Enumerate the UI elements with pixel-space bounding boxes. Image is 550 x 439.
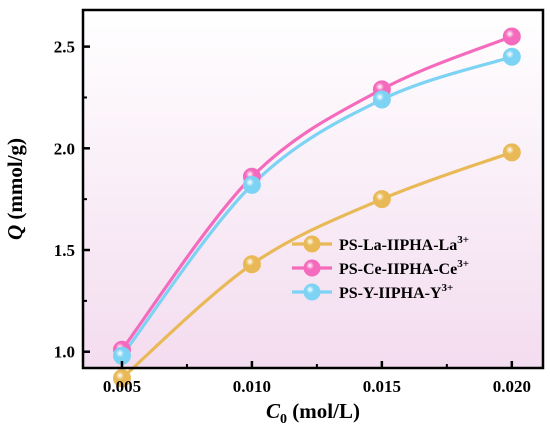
data-point [112, 369, 131, 388]
legend-label-name: PS-La-IIPHA-La [339, 237, 457, 254]
x-tick-label: 0.005 [103, 377, 141, 396]
series-lines [120, 34, 513, 380]
plot-frame [81, 8, 545, 370]
legend-marker [303, 283, 321, 301]
series-markers [112, 27, 521, 388]
legend-item: PS-La-IIPHA-La3+ [292, 234, 469, 254]
legend: PS-La-IIPHA-La3+PS-Ce-IIPHA-Ce3+PS-Y-IIP… [292, 234, 469, 302]
series-layer [112, 27, 521, 388]
y-axis-label: Q (mmol/g) [3, 138, 27, 240]
series-line [120, 34, 513, 351]
data-point [502, 27, 521, 46]
y-axis-label-symbol: Q [3, 225, 27, 240]
legend-label-name: PS-Ce-IIPHA-Ce [339, 261, 457, 278]
legend-label: PS-Ce-IIPHA-Ce3+ [339, 258, 469, 278]
data-point [372, 90, 391, 109]
x-axis-label-symbol: C [266, 399, 281, 423]
x-axis-label-unit: (mol/L) [287, 399, 360, 423]
x-tick-label: 0.015 [363, 377, 401, 396]
legend-marker [303, 235, 321, 253]
y-tick-label: 2.5 [54, 38, 75, 57]
y-tick-label: 1.0 [54, 343, 75, 362]
axis-ticks: 0.005 0.010 0.015 0.020 1.0 1.5 2.0 2.5 [54, 38, 531, 396]
legend-label-superscript: 3+ [442, 282, 454, 294]
x-axis-label: C0 (mol/L) [266, 399, 360, 427]
legend-item: PS-Y-IIPHA-Y3+ [292, 282, 453, 302]
legend-marker [303, 259, 321, 277]
x-tick-label: 0.020 [493, 377, 531, 396]
y-tick-label: 1.5 [54, 241, 75, 260]
data-point [372, 190, 391, 209]
legend-label: PS-La-IIPHA-La3+ [339, 234, 469, 254]
x-axis-label-subscript: 0 [280, 412, 287, 427]
legend-item: PS-Ce-IIPHA-Ce3+ [292, 258, 469, 278]
data-point [502, 47, 521, 66]
legend-label: PS-Y-IIPHA-Y3+ [339, 282, 453, 302]
data-point [502, 143, 521, 162]
data-point [242, 255, 261, 274]
y-axis-label-unit: (mmol/g) [3, 138, 27, 225]
y-tick-label: 2.0 [54, 139, 75, 158]
data-point [242, 175, 261, 194]
legend-label-superscript: 3+ [457, 258, 469, 270]
legend-label-superscript: 3+ [457, 234, 469, 246]
series-line [120, 55, 513, 357]
series-line [120, 150, 513, 380]
legend-label-name: PS-Y-IIPHA-Y [339, 285, 442, 302]
x-tick-label: 0.010 [233, 377, 271, 396]
